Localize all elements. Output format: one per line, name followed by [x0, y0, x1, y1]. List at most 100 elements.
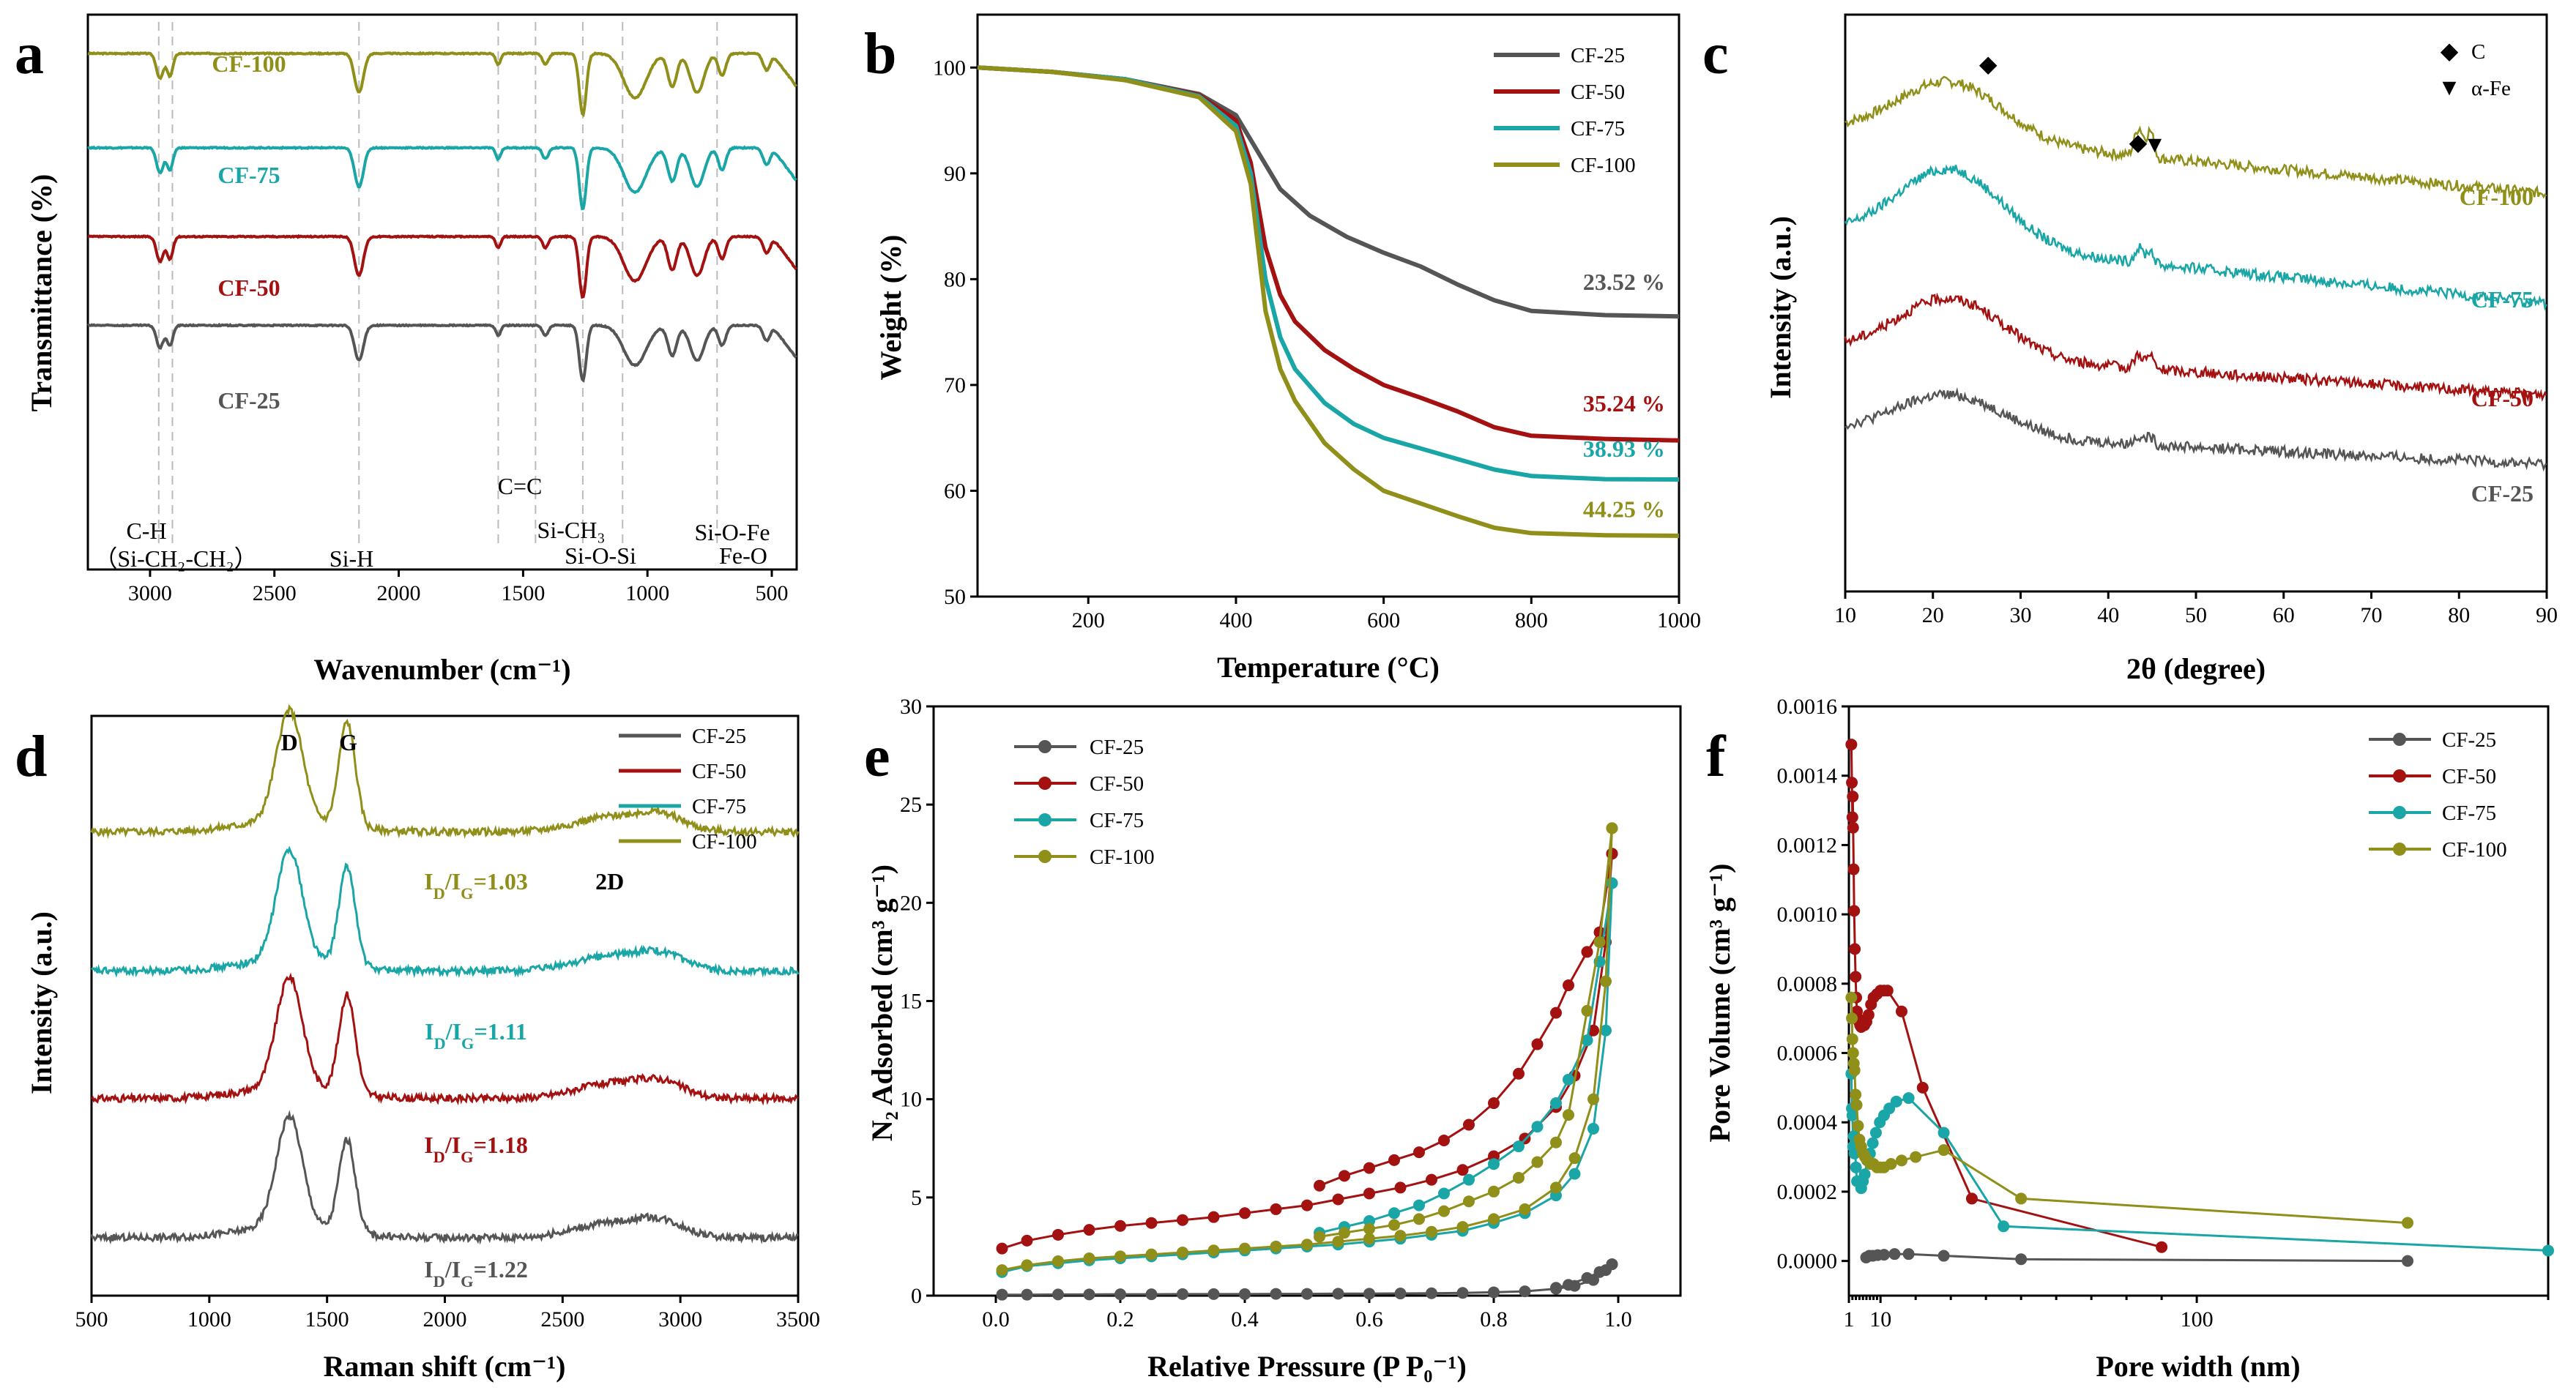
x-tick-label: 100 — [2181, 1307, 2214, 1332]
x-tick-label: 2500 — [253, 581, 297, 605]
series-line-CF-50 — [1850, 744, 2162, 1249]
panel-d: 500 1000 1500 2000 2500 3000 3500 d Raman shift … — [15, 703, 820, 1383]
series-label-CF-25: CF-25 — [2471, 480, 2534, 507]
band-label-2D: 2D — [595, 868, 624, 895]
data-point-CF-25 — [1593, 1266, 1606, 1278]
legend-label-CF-100: CF-100 — [1571, 154, 1636, 177]
data-point-CF-75 — [1531, 1121, 1544, 1133]
y-axis-label-b: Weight (%) — [874, 235, 907, 381]
data-point-CF-25 — [1877, 1249, 1890, 1261]
data-point-CF-25 — [1394, 1288, 1407, 1300]
band-annotation: Si-O-Fe — [694, 519, 770, 545]
y-tick-label: 70 — [944, 373, 966, 397]
series-line-CF-50-ads — [1002, 854, 1613, 1250]
data-point-CF-50 — [1845, 739, 1858, 751]
y-axis-label-a: Transmittance (%) — [25, 174, 58, 412]
data-point-CF-100 — [1339, 1227, 1350, 1239]
y-tick-label: 25 — [900, 793, 922, 817]
data-point-CF-50 — [2156, 1241, 2168, 1253]
legend-label-CF-100: CF-100 — [692, 830, 757, 854]
series-line-CF-100 — [87, 51, 797, 118]
x-tick-label: 800 — [1515, 608, 1548, 632]
y-tick-label: 0.0006 — [1777, 1042, 1838, 1066]
data-point-CF-25 — [1888, 1248, 1901, 1261]
x-axis-label-b: Temperature (°C) — [1217, 651, 1440, 684]
series-label-CF-75: CF-75 — [2471, 286, 2534, 313]
panel-c: 10 20 30 40 50 60 70 80 90 c 2θ (degree) Intensity … — [1702, 13, 2558, 685]
legend-label-CF-75: CF-75 — [1090, 809, 1144, 832]
x-tick-label: 60 — [2273, 603, 2295, 627]
band-annotation: Si-CH₃ — [537, 517, 606, 543]
y-tick-label: 20 — [900, 891, 922, 915]
y-tick-label: 0 — [911, 1284, 922, 1308]
data-point-CF-100 — [1850, 1088, 1862, 1101]
data-point-CF-75 — [2542, 1244, 2554, 1257]
data-point-CF-100 — [1394, 1230, 1407, 1242]
data-point-CF-100 — [1463, 1195, 1475, 1208]
data-point-CF-75 — [1890, 1095, 1902, 1108]
y-tick-label: 50 — [944, 585, 966, 609]
x-axis-label-c: 2θ (degree) — [2126, 652, 2266, 685]
data-point-CF-50 — [1550, 1007, 1562, 1019]
data-point-CF-50 — [1488, 1097, 1500, 1110]
data-point-CF-50 — [1438, 1135, 1450, 1147]
panel-f: 1 10 100 0.0000 0.0002 0.0004 0.0006 0.0008 0.00… — [1703, 695, 2554, 1383]
series-label-CF-50: CF-50 — [2471, 385, 2534, 411]
data-point-CF-25 — [1519, 1285, 1531, 1298]
data-point-CF-75 — [1850, 1161, 1862, 1173]
legend-label-CF-100: CF-100 — [2442, 838, 2507, 862]
legend-d: CF-25 CF-50 CF-75 CF-100 — [619, 725, 757, 854]
x-tick-label: 500 — [75, 1307, 108, 1332]
x-tick-label: 50 — [2185, 603, 2207, 627]
band-annotation: C-H — [126, 518, 166, 544]
data-point-CF-75 — [1563, 1073, 1574, 1086]
legend-marker-CF-25 — [2393, 733, 2406, 746]
series-line-CF-25 — [87, 322, 797, 383]
data-point-CF-50 — [1847, 863, 1860, 875]
series-line-CF-75 — [90, 845, 800, 979]
data-point-CF-50 — [1965, 1192, 1978, 1205]
data-point-CF-100 — [1488, 1213, 1500, 1225]
data-point-CF-100 — [1606, 822, 1618, 834]
x-tick-label: 3500 — [776, 1307, 820, 1332]
panel-a: 3000 2500 2000 1500 1000 500 a Wavenumber (cm⁻¹… — [15, 13, 798, 686]
data-point-CF-25 — [1114, 1288, 1126, 1301]
legend-label-CF-50: CF-50 — [692, 760, 746, 783]
data-point-CF-100 — [1845, 991, 1858, 1004]
data-point-CF-100 — [1519, 1203, 1531, 1215]
value-label-CF-25: 23.52 % — [1583, 269, 1665, 295]
data-point-CF-50 — [1363, 1162, 1375, 1174]
data-point-CF-50 — [1848, 905, 1861, 917]
y-tick-label: 0.0000 — [1777, 1250, 1838, 1274]
data-point-CF-75 — [1568, 1168, 1581, 1180]
data-point-CF-25 — [1363, 1288, 1375, 1300]
x-tick-label: 20 — [1922, 603, 1944, 627]
data-point-CF-100 — [1388, 1219, 1400, 1231]
ratio-label-CF-25: ID/IG=1.22 — [424, 1256, 528, 1291]
data-point-CF-100 — [1488, 1185, 1500, 1198]
data-point-CF-100 — [1581, 1004, 1593, 1017]
data-point-CF-50 — [1531, 1038, 1544, 1050]
data-point-CF-100 — [1885, 1158, 1897, 1170]
panel-label-e: e — [864, 725, 890, 789]
data-point-CF-50 — [1463, 1118, 1475, 1131]
legend-marker-CF-100 — [1038, 850, 1051, 863]
series-line-CF-25 — [90, 1110, 799, 1245]
band-annotation: Si-H — [330, 545, 373, 572]
x-tick-label: 0.2 — [1106, 1307, 1134, 1332]
x-axis-label-d: Raman shift (cm⁻¹) — [324, 1350, 566, 1383]
data-point-CF-25 — [1177, 1288, 1188, 1300]
ratio-label-CF-75: ID/IG=1.11 — [425, 1018, 527, 1053]
x-tick-label: 2500 — [540, 1307, 584, 1332]
y-tick-label: 0.0010 — [1777, 903, 1838, 927]
data-point-CF-75 — [1858, 1168, 1871, 1181]
data-point-CF-50 — [1314, 1179, 1325, 1192]
data-point-CF-50 — [1388, 1154, 1400, 1166]
data-point-CF-50 — [1083, 1224, 1095, 1236]
data-point-CF-75 — [1488, 1158, 1500, 1170]
data-point-CF-100 — [1846, 1012, 1858, 1025]
data-point-CF-100 — [1852, 1119, 1864, 1132]
legend-label-C: C — [2471, 40, 2485, 64]
data-point-CF-50 — [1862, 1009, 1875, 1021]
data-point-CF-25 — [1021, 1288, 1033, 1301]
